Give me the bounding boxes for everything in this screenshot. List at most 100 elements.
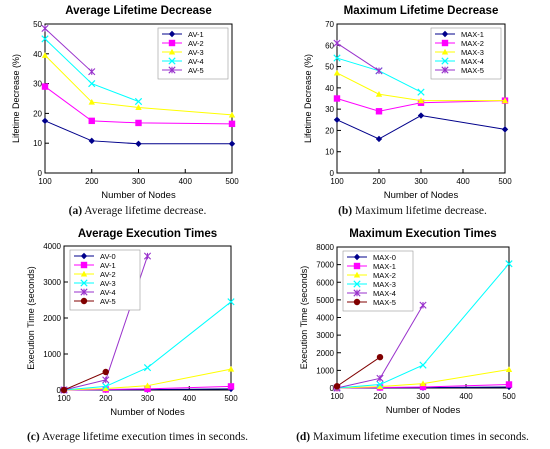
data-point: [333, 383, 341, 390]
chart-average-lifetime-decrease: Average Lifetime Decrease 0 10 20 30 40 50 100 2…: [11, 5, 239, 200]
y-tick-label: 40: [325, 84, 334, 93]
legend-swatch-marker: [441, 66, 449, 74]
legend-swatch-marker: [353, 289, 361, 297]
data-point: [41, 83, 49, 90]
y-tick-label: 0: [38, 169, 43, 178]
caption-d-text: Maximum lifetime execution times in seco…: [310, 431, 529, 443]
legend-swatch-marker: [168, 57, 176, 65]
data-point: [228, 140, 236, 147]
y-tick-label: 2000: [43, 314, 61, 323]
caption-c-label: (c): [26, 431, 40, 443]
legend-swatch-marker: [441, 57, 449, 65]
y-tick-label: 0: [330, 384, 335, 393]
data-point: [375, 135, 383, 143]
y-tick-label: 1000: [43, 350, 61, 359]
x-tick-label: 400: [179, 177, 193, 186]
series-max-4: [333, 301, 427, 392]
legend: AV-1AV-2AV-3AV-4AV-5: [157, 27, 229, 80]
series-max-5: [333, 353, 384, 390]
data-point: [419, 380, 427, 387]
legend-label: MAX-1: [373, 262, 396, 271]
x-axis-label: Number of Nodes: [386, 405, 461, 416]
data-point: [102, 382, 110, 391]
y-tick-label: 3000: [316, 331, 334, 340]
chart-average-execution-times: Average Execution Times 0 1000 2000 3000 4000…: [26, 228, 238, 418]
y-tick-label: 70: [325, 20, 334, 29]
y-tick-label: 50: [33, 20, 42, 29]
legend-swatch-marker: [80, 261, 88, 269]
y-tick-label: 50: [325, 63, 334, 72]
legend-label: MAX-5: [461, 66, 484, 75]
legend-label: AV-3: [100, 279, 116, 288]
data-point: [376, 374, 384, 382]
series-line: [336, 42, 380, 72]
data-point: [376, 383, 384, 390]
series-line: [63, 368, 232, 391]
x-tick-label: 200: [372, 177, 386, 186]
data-point: [88, 98, 95, 105]
legend-swatch-marker: [441, 30, 449, 38]
series-line: [336, 57, 422, 93]
data-point: [227, 383, 235, 390]
legend-label: MAX-5: [373, 298, 396, 307]
data-point: [417, 112, 425, 119]
data-point: [375, 108, 383, 115]
data-point: [134, 97, 143, 106]
legend-swatch-marker: [168, 30, 176, 38]
data-point: [144, 385, 151, 393]
data-point: [375, 91, 383, 97]
legend-label: AV-1: [188, 30, 204, 39]
legend-swatch-marker: [353, 280, 361, 288]
caption-c-text: Average lifetime execution times in seco…: [39, 431, 249, 443]
series-max-3: [333, 69, 509, 104]
x-tick-label: 300: [132, 177, 146, 186]
series-line: [44, 120, 232, 145]
y-tick-label: 60: [325, 41, 334, 50]
data-point: [143, 252, 152, 260]
chart-title: Average Execution Times: [78, 228, 217, 240]
data-point: [135, 104, 142, 110]
data-point: [102, 368, 109, 376]
series-max-4: [333, 54, 425, 96]
x-tick-label: 200: [85, 177, 99, 186]
data-point: [419, 383, 427, 391]
chart-maximum-execution-times: Maximum Execution Times 0 1000 2000 3000 4000…: [299, 228, 516, 416]
caption-c: (c) Average lifetime execution times in …: [0, 431, 275, 443]
series-av-3: [60, 298, 235, 394]
y-tick-label: 2000: [316, 349, 334, 358]
y-tick-label: 0: [57, 386, 62, 395]
legend-swatch-marker: [441, 48, 449, 55]
series-line: [336, 98, 506, 112]
chart-maximum-lifetime-decrease: Maximum Lifetime Decrease 0 10 20 30 40 50 60 70…: [303, 5, 512, 200]
y-tick-label: 30: [325, 105, 334, 114]
series-av-4: [41, 35, 143, 106]
data-point: [375, 67, 383, 75]
y-tick-label: 40: [33, 50, 42, 59]
x-tick-label: 300: [416, 392, 430, 401]
y-axis-label: Execution Time (seconds): [26, 266, 36, 370]
data-point: [333, 116, 341, 123]
series-av-5: [60, 368, 109, 394]
data-point: [88, 137, 95, 145]
y-tick-label: 4000: [316, 314, 334, 323]
data-point: [135, 140, 142, 147]
x-tick-label: 500: [225, 177, 239, 186]
caption-a: (a) Average lifetime decrease.: [0, 205, 275, 217]
data-point: [228, 120, 236, 128]
x-tick-label: 500: [502, 392, 516, 401]
legend-label: AV-0: [100, 252, 116, 261]
data-point: [505, 381, 513, 388]
data-point: [419, 301, 427, 309]
legend-swatch-marker: [168, 39, 176, 47]
data-point: [144, 382, 151, 389]
legend-label: MAX-1: [461, 30, 484, 39]
series-av-3: [41, 52, 236, 118]
data-point: [419, 361, 427, 369]
data-point: [41, 35, 49, 43]
chart-title: Average Lifetime Decrease: [65, 5, 212, 17]
series-line: [63, 371, 106, 391]
legend-swatch-marker: [353, 253, 361, 261]
legend-swatch-marker: [80, 297, 88, 305]
legend-label: MAX-3: [373, 280, 396, 289]
data-point: [41, 24, 49, 33]
